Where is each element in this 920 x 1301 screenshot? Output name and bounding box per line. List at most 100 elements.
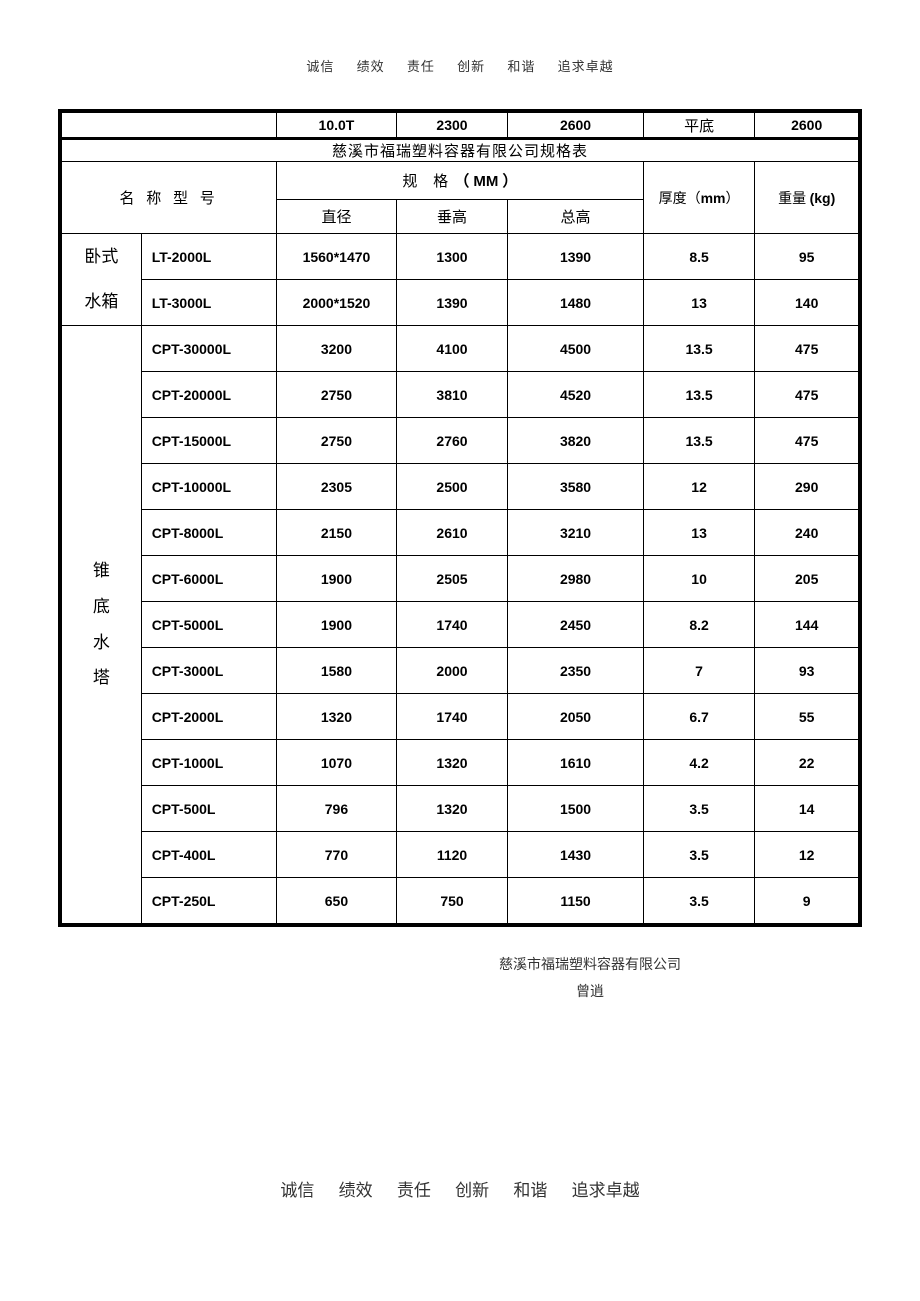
cell-wt: 240 xyxy=(755,510,859,556)
cell-th: 2050 xyxy=(508,694,643,740)
motto-word: 创新 xyxy=(455,1181,489,1200)
cell-model: CPT-10000L xyxy=(141,464,276,510)
spec-table-container: 10.0T 2300 2600 平底 2600 慈溪市福瑞塑料容器有限公司规格表… xyxy=(58,109,862,927)
cell-vh: 1320 xyxy=(396,740,508,786)
cell-wt: 9 xyxy=(755,878,859,924)
cell-thk: 13.5 xyxy=(643,418,755,464)
cell-dia: 1900 xyxy=(277,602,397,648)
cell-model: LT-3000L xyxy=(141,280,276,326)
cell-vh: 1740 xyxy=(396,694,508,740)
motto-word: 和谐 xyxy=(507,59,535,74)
cell-wt: 95 xyxy=(755,234,859,280)
cell-wt: 14 xyxy=(755,786,859,832)
motto-bottom: 诚信 绩效 责任 创新 和谐 追求卓越 xyxy=(0,1176,920,1201)
cell-thk: 7 xyxy=(643,648,755,694)
cell-vh: 2500 xyxy=(396,464,508,510)
hdr-weight: 重量 (kg) xyxy=(755,162,859,234)
cell-dia: 650 xyxy=(277,878,397,924)
cell-model: CPT-500L xyxy=(141,786,276,832)
cell-wt: 205 xyxy=(755,556,859,602)
cell-vh: 1300 xyxy=(396,234,508,280)
cell-th: 3820 xyxy=(508,418,643,464)
cell-dia: 1900 xyxy=(277,556,397,602)
table-row: LT-3000L2000*15201390148013140 xyxy=(62,280,859,326)
cell-model: CPT-30000L xyxy=(141,326,276,372)
cell-model: CPT-6000L xyxy=(141,556,276,602)
motto-word: 追求卓越 xyxy=(572,1181,640,1200)
table-row: CPT-6000L19002505298010205 xyxy=(62,556,859,602)
table-title: 慈溪市福瑞塑料容器有限公司规格表 xyxy=(62,139,859,162)
cell-thk: 4.2 xyxy=(643,740,755,786)
cell-th: 4500 xyxy=(508,326,643,372)
cell-thk: 12 xyxy=(643,464,755,510)
cell-th: 1390 xyxy=(508,234,643,280)
cell-vh: 1320 xyxy=(396,786,508,832)
top-cell: 2600 xyxy=(755,113,859,139)
cell-vh: 2760 xyxy=(396,418,508,464)
cell-thk: 3.5 xyxy=(643,832,755,878)
hdr-diameter: 直径 xyxy=(277,200,397,234)
cell-th: 1480 xyxy=(508,280,643,326)
cell-thk: 6.7 xyxy=(643,694,755,740)
motto-word: 责任 xyxy=(397,1181,431,1200)
cell-wt: 22 xyxy=(755,740,859,786)
top-blank xyxy=(62,113,277,139)
table-row: CPT-2000L1320174020506.755 xyxy=(62,694,859,740)
motto-word: 绩效 xyxy=(339,1181,373,1200)
motto-word: 责任 xyxy=(407,59,435,74)
cell-wt: 290 xyxy=(755,464,859,510)
cell-th: 4520 xyxy=(508,372,643,418)
hdr-spec: 规 格（ MM ） xyxy=(277,162,644,200)
cell-dia: 2750 xyxy=(277,418,397,464)
cell-th: 2350 xyxy=(508,648,643,694)
top-cell: 平底 xyxy=(643,113,755,139)
table-row: 卧式水箱LT-2000L1560*1470130013908.595 xyxy=(62,234,859,280)
motto-word: 创新 xyxy=(457,59,485,74)
cell-vh: 2505 xyxy=(396,556,508,602)
cell-wt: 144 xyxy=(755,602,859,648)
spec-table: 10.0T 2300 2600 平底 2600 慈溪市福瑞塑料容器有限公司规格表… xyxy=(61,112,859,924)
cell-thk: 3.5 xyxy=(643,786,755,832)
table-row: CPT-1000L1070132016104.222 xyxy=(62,740,859,786)
top-cell: 10.0T xyxy=(277,113,397,139)
cell-dia: 3200 xyxy=(277,326,397,372)
cell-th: 1500 xyxy=(508,786,643,832)
cell-thk: 10 xyxy=(643,556,755,602)
table-title-row: 慈溪市福瑞塑料容器有限公司规格表 xyxy=(62,139,859,162)
top-summary-row: 10.0T 2300 2600 平底 2600 xyxy=(62,113,859,139)
footer-block: 慈溪市福瑞塑料容器有限公司 曾逍 xyxy=(0,953,920,1006)
cell-model: CPT-400L xyxy=(141,832,276,878)
cell-vh: 2610 xyxy=(396,510,508,556)
cell-thk: 13.5 xyxy=(643,326,755,372)
cell-th: 1610 xyxy=(508,740,643,786)
cell-thk: 3.5 xyxy=(643,878,755,924)
cell-dia: 1320 xyxy=(277,694,397,740)
table-row: CPT-250L65075011503.59 xyxy=(62,878,859,924)
cell-vh: 4100 xyxy=(396,326,508,372)
cell-model: CPT-1000L xyxy=(141,740,276,786)
cell-th: 2450 xyxy=(508,602,643,648)
cell-vh: 2000 xyxy=(396,648,508,694)
cell-dia: 2000*1520 xyxy=(277,280,397,326)
cell-thk: 13.5 xyxy=(643,372,755,418)
table-row: CPT-3000L158020002350793 xyxy=(62,648,859,694)
table-row: CPT-15000L27502760382013.5475 xyxy=(62,418,859,464)
cell-model: CPT-15000L xyxy=(141,418,276,464)
cell-wt: 55 xyxy=(755,694,859,740)
hdr-name: 名 称 型 号 xyxy=(62,162,277,234)
footer-company: 慈溪市福瑞塑料容器有限公司 xyxy=(260,953,920,980)
cell-dia: 2750 xyxy=(277,372,397,418)
cell-model: CPT-2000L xyxy=(141,694,276,740)
table-row: CPT-10000L23052500358012290 xyxy=(62,464,859,510)
cell-vh: 750 xyxy=(396,878,508,924)
category-woshi: 卧式水箱 xyxy=(62,234,142,326)
cell-thk: 13 xyxy=(643,280,755,326)
cell-vh: 1390 xyxy=(396,280,508,326)
hdr-vheight: 垂高 xyxy=(396,200,508,234)
cell-dia: 1560*1470 xyxy=(277,234,397,280)
cell-vh: 1120 xyxy=(396,832,508,878)
cell-wt: 475 xyxy=(755,418,859,464)
cell-wt: 12 xyxy=(755,832,859,878)
table-row: CPT-8000L21502610321013240 xyxy=(62,510,859,556)
motto-word: 绩效 xyxy=(357,59,385,74)
